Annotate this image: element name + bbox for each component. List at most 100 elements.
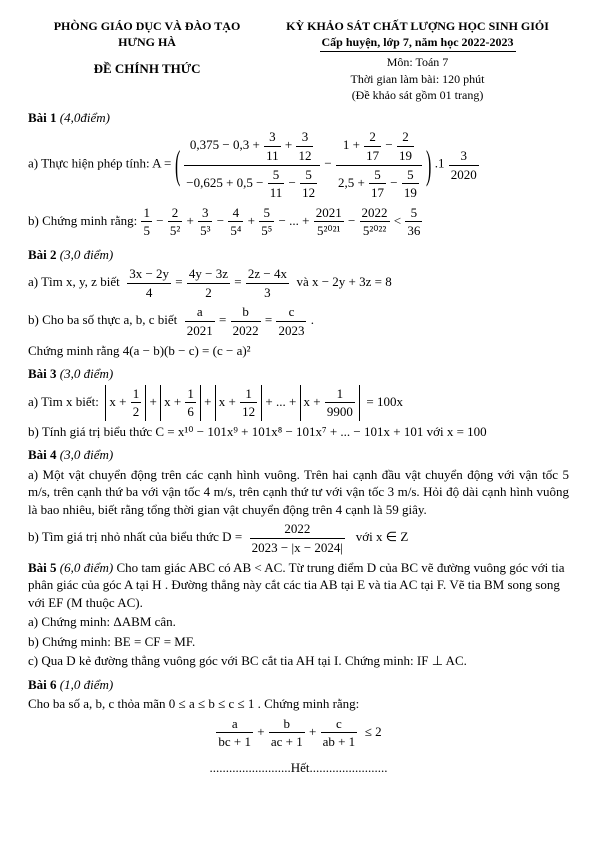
bai5c: c) Qua D kẻ đường thẳng vuông góc với BC… [28, 652, 569, 670]
f: 2021 [185, 322, 215, 340]
bai5-pts: (6,0 điểm) [60, 560, 113, 575]
t: x + [304, 394, 324, 409]
bai3a: a) Tìm x biết: x + 12 + x + 16 + x + 112… [28, 385, 569, 421]
f: 2 [397, 128, 414, 147]
bai1a-label: a) Thực hiện phép tính: A = [28, 156, 171, 171]
bai6-label: Bài 6 [28, 677, 57, 692]
f: 1 [141, 204, 152, 223]
rparen-icon: ) [426, 145, 431, 185]
bai6-end: ≤ 2 [365, 724, 382, 739]
official-label: ĐỀ CHÍNH THỨC [28, 60, 266, 78]
f: b [269, 715, 305, 734]
t: x + [164, 394, 184, 409]
lparen-icon: ( [175, 145, 180, 185]
f: 3 [449, 147, 479, 166]
f: 1 [185, 385, 196, 404]
f: 3 [246, 284, 289, 302]
bai3a-label: a) Tìm x biết: [28, 394, 99, 409]
time-line: Thời gian làm bài: 120 phút [266, 71, 569, 87]
header-left: PHÒNG GIÁO DỤC VÀ ĐÀO TẠO HƯNG HÀ [28, 18, 266, 52]
end-line: .........................Hết............… [28, 759, 569, 777]
f: b [231, 303, 261, 322]
big-frac-1: 0,375 − 0,3 + 311 + 312 −0,625 + 0,5 − 5… [184, 128, 320, 201]
f: 12 [240, 403, 257, 421]
district-line: HƯNG HÀ [28, 34, 266, 50]
bai6-stem: Cho ba số a, b, c thỏa mãn 0 ≤ a ≤ b ≤ c… [28, 695, 569, 713]
f: 2 [364, 128, 381, 147]
t: x + [219, 394, 239, 409]
bai5-label: Bài 5 [28, 560, 57, 575]
f: 17 [364, 147, 381, 165]
f: c [321, 715, 358, 734]
header-row: PHÒNG GIÁO DỤC VÀ ĐÀO TẠO HƯNG HÀ KỲ KHẢ… [28, 18, 569, 52]
dept-line: PHÒNG GIÁO DỤC VÀ ĐÀO TẠO [28, 18, 266, 34]
f: 3 [296, 128, 313, 147]
bai4-label: Bài 4 [28, 447, 57, 462]
f: 36 [405, 222, 422, 240]
f: 5 [141, 222, 152, 240]
f: 1 [131, 385, 142, 404]
bai2a-tail: và x − 2y + 3z = 8 [296, 274, 391, 289]
f: 2z − 4x [246, 265, 289, 284]
f: 5³ [198, 222, 212, 240]
f: a [185, 303, 215, 322]
bai3a-eq: = 100x [366, 394, 403, 409]
f: 5²⁰²² [360, 222, 390, 240]
exam-line: KỲ KHẢO SÁT CHẤT LƯỢNG HỌC SINH GIỎI [266, 18, 569, 34]
f: 2 [131, 403, 142, 421]
f: 2022 [231, 322, 261, 340]
bai3-pts: (3,0 điểm) [60, 366, 113, 381]
bai4a: a) Một vật chuyển động trên các cạnh hìn… [28, 466, 569, 519]
header-right: KỲ KHẢO SÁT CHẤT LƯỢNG HỌC SINH GIỎI Cấp… [266, 18, 569, 52]
bai3-title: Bài 3 (3,0 điểm) [28, 365, 569, 383]
bai6-title: Bài 6 (1,0 điểm) [28, 676, 569, 694]
level-line: Cấp huyện, lớp 7, năm học 2022-2023 [320, 34, 516, 52]
bai5a: a) Chứng minh: ΔABM cân. [28, 613, 569, 631]
f: 2 [168, 204, 182, 223]
bai6-pts: (1,0 điểm) [60, 677, 113, 692]
bai4-title: Bài 4 (3,0 điểm) [28, 446, 569, 464]
bai2a: a) Tìm x, y, z biết 3x − 2y4 = 4y − 3z2 … [28, 265, 569, 301]
bai6-ineq: abc + 1 + bac + 1 + cab + 1 ≤ 2 [28, 715, 569, 751]
b2d-text: 2,5 + [338, 175, 368, 190]
bai5-block: Bài 5 (6,0 điểm) Cho tam giác ABC có AB … [28, 559, 569, 612]
f: 5 [369, 166, 386, 185]
f: 5 [268, 166, 285, 185]
f: 4 [228, 204, 243, 223]
f: 11 [264, 147, 281, 165]
bai1a: a) Thực hiện phép tính: A = ( 0,375 − 0,… [28, 128, 569, 201]
bai2b-tail: . [311, 312, 314, 327]
bai3-label: Bài 3 [28, 366, 57, 381]
f: 1 [325, 385, 355, 404]
dots: + ... + [265, 394, 296, 409]
bai2b: b) Cho ba số thực a, b, c biết a2021 = b… [28, 303, 569, 339]
f: 2023 [276, 322, 306, 340]
f: 2023 − |x − 2024| [250, 539, 345, 557]
b2n-text: 1 + [343, 138, 363, 153]
t: x + [109, 394, 129, 409]
f: 5 [300, 166, 317, 185]
f: 5⁵ [259, 222, 274, 240]
b1n-text: 0,375 − 0,3 + [190, 138, 263, 153]
bai4b-label: b) Tìm giá trị nhỏ nhất của biểu thức D … [28, 529, 242, 544]
f: 4y − 3z [187, 265, 230, 284]
bai4-pts: (3,0 điểm) [60, 447, 113, 462]
b1d-text: −0,625 + 0,5 − [186, 175, 267, 190]
bai1b: b) Chứng minh rằng: 15 − 25² + 35³ − 45⁴… [28, 204, 569, 240]
f: ab + 1 [321, 733, 358, 751]
big-frac-2: 1 + 217 − 219 2,5 + 517 − 519 [336, 128, 422, 201]
f: c [276, 303, 306, 322]
f: a [216, 715, 253, 734]
exam-page: PHÒNG GIÁO DỤC VÀ ĐÀO TẠO HƯNG HÀ KỲ KHẢ… [0, 0, 597, 855]
f: 6 [185, 403, 196, 421]
bai2-label: Bài 2 [28, 247, 57, 262]
f: 17 [369, 184, 386, 202]
f: 5 [259, 204, 274, 223]
f: 11 [268, 184, 285, 202]
f: 2021 [314, 204, 344, 223]
f: 5 [405, 204, 422, 223]
subheader-row: ĐỀ CHÍNH THỨC Môn: Toán 7 Thời gian làm … [28, 54, 569, 103]
f: 2020 [449, 166, 479, 184]
pages-line: (Đề khảo sát gồm 01 trang) [266, 87, 569, 103]
f: 5⁴ [228, 222, 243, 240]
